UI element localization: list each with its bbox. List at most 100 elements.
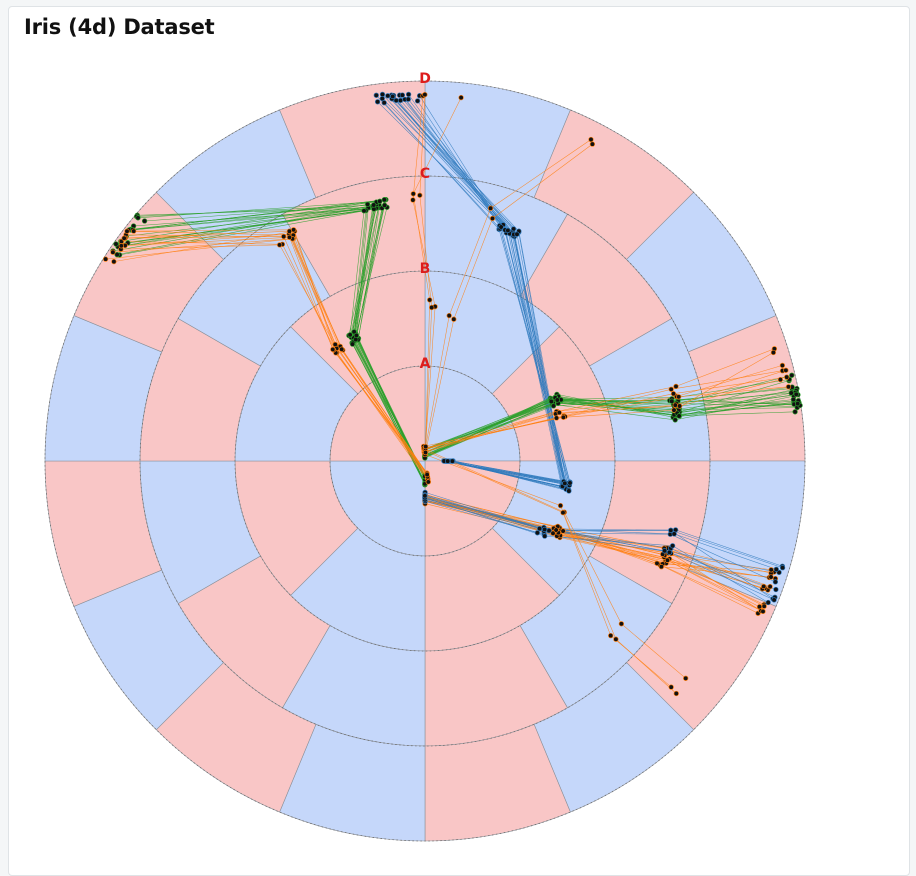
- data-point-7-10-C: [668, 527, 674, 533]
- data-point-4-21-D: [792, 409, 798, 415]
- data-point-6-13-C: [664, 557, 671, 563]
- data-point-2-19-C: [381, 197, 387, 203]
- series-line-10-2: [425, 139, 592, 447]
- data-point-5-8-C: [670, 391, 677, 397]
- series-line-1-18: [417, 100, 571, 484]
- data-point-2-15-C: [371, 202, 377, 208]
- data-point-1-18-B: [567, 480, 573, 486]
- data-point-1-6-D: [393, 97, 399, 104]
- series-line-4-22: [424, 386, 793, 450]
- data-point-10-2-D: [588, 136, 594, 143]
- data-point-4-18-D: [795, 400, 801, 407]
- series-line-2-19: [120, 199, 426, 478]
- data-point-1-15-D: [373, 92, 379, 98]
- data-point-6-17-C: [658, 564, 665, 570]
- data-point-10-1-D: [589, 141, 596, 147]
- series-line-3-6: [126, 230, 428, 475]
- data-point-5-3-D: [785, 384, 792, 390]
- series-line-7-9: [424, 497, 769, 603]
- data-point-1-20-D: [390, 93, 396, 100]
- data-point-7-3-C: [661, 548, 668, 554]
- data-point-2-16-C: [377, 198, 383, 204]
- series-line-4-18: [424, 397, 798, 454]
- data-point-7-9-C: [669, 543, 676, 549]
- series-line-9-3: [419, 94, 432, 453]
- data-point-3-7-D: [102, 256, 109, 262]
- series-line-2-8: [120, 203, 426, 485]
- series-line-6-7: [425, 494, 771, 587]
- data-point-4-22-C: [669, 398, 675, 404]
- data-point-6-5-C: [654, 560, 660, 566]
- data-point-3-7-A: [425, 479, 431, 485]
- data-point-6-15-D: [761, 603, 767, 609]
- data-point-3-11-C: [286, 228, 293, 234]
- data-point-2-11-D: [141, 218, 148, 224]
- data-point-10-2-A: [423, 443, 429, 450]
- sector-ring-4-segment-16: [279, 80, 426, 199]
- series-line-9-1: [412, 95, 436, 448]
- data-point-6-16-D: [761, 583, 767, 590]
- data-point-2-16-D: [135, 215, 141, 221]
- data-point-6-17-D: [768, 574, 774, 580]
- data-point-1-17-D: [405, 91, 412, 98]
- data-point-6-17-B: [560, 528, 566, 534]
- series-line-4-4: [424, 400, 795, 457]
- series-line-3-10: [125, 236, 428, 474]
- data-point-6-7-D: [767, 583, 773, 590]
- data-point-4-20-D: [788, 390, 794, 396]
- data-point-9-2-D: [458, 94, 464, 101]
- series-line-1-13: [377, 101, 570, 491]
- data-point-9-2-C: [410, 191, 416, 197]
- data-point-3-6-D: [124, 228, 130, 234]
- data-point-3-2-D: [110, 249, 116, 255]
- data-point-5-3-C: [676, 394, 682, 400]
- data-point-4-3-C: [672, 417, 678, 423]
- data-point-2-12-B: [349, 341, 356, 347]
- data-point-5-4-C: [673, 383, 679, 390]
- series-line-2-10: [117, 207, 426, 485]
- data-point-3-12-B: [330, 346, 336, 353]
- series-line-4-11: [424, 392, 796, 454]
- data-point-5-1-C: [668, 386, 674, 392]
- data-point-4-17-B: [550, 403, 557, 409]
- series-line-1-20: [392, 96, 566, 484]
- data-point-10-1-A: [422, 449, 429, 456]
- data-point-5-7-B: [556, 409, 562, 416]
- data-point-7-8-C: [671, 531, 677, 537]
- data-point-7-9-D: [765, 599, 771, 606]
- data-point-7-9-B: [542, 533, 548, 539]
- data-point-10-1-B: [451, 316, 457, 322]
- chart-title: Iris (4d) Dataset: [24, 15, 215, 39]
- data-point-3-10-C: [281, 233, 287, 240]
- data-point-6-11-B: [550, 530, 556, 536]
- series-line-1-16: [402, 94, 571, 483]
- series-line-7-3: [425, 492, 776, 590]
- series-line-1-15: [376, 95, 570, 486]
- data-point-4-21-B: [548, 398, 554, 405]
- data-point-8-3-B: [560, 509, 566, 516]
- data-point-8-2-C: [618, 621, 625, 627]
- data-point-8-1-B: [557, 502, 564, 509]
- data-point-3-8-D: [131, 228, 137, 234]
- series-line-7-5: [424, 494, 776, 598]
- series-line-5-8: [423, 376, 787, 449]
- series-line-5-7: [424, 379, 781, 451]
- data-point-1-20-B: [562, 480, 568, 486]
- data-point-3-12-C: [286, 234, 293, 240]
- data-point-8-3-C: [608, 632, 614, 639]
- data-point-5-5-C: [672, 402, 678, 408]
- data-point-2-12-D: [113, 241, 119, 247]
- data-point-9-3-B: [429, 304, 435, 311]
- series-line-3-9: [120, 244, 428, 474]
- series-line-7-10: [424, 495, 783, 568]
- data-point-7-8-D: [773, 566, 779, 572]
- data-point-1-18-D: [414, 98, 421, 104]
- series-line-2-16: [137, 201, 426, 476]
- data-point-1-12-D: [379, 91, 386, 98]
- sector-rings: [44, 80, 806, 842]
- data-point-4-6-D: [790, 396, 797, 403]
- data-point-3-12-A: [424, 471, 430, 478]
- data-point-5-7-C: [676, 403, 683, 409]
- data-point-7-10-D: [779, 565, 786, 571]
- data-point-9-1-C: [410, 197, 416, 203]
